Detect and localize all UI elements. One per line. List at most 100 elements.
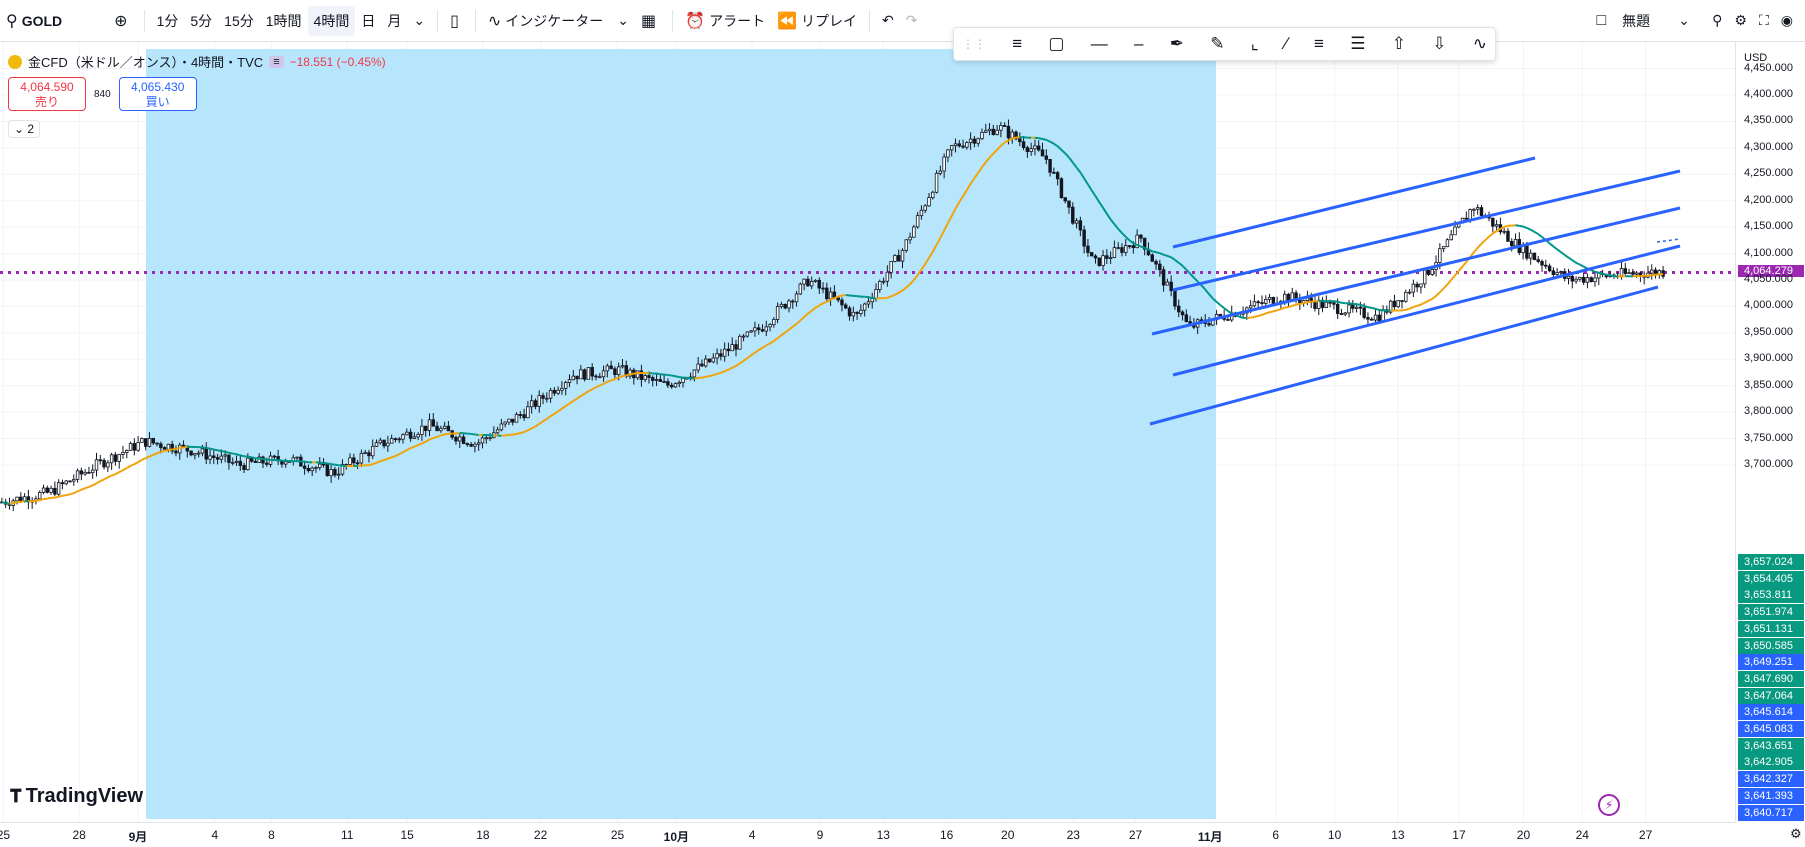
interval-5m[interactable]: 5分 [190,12,213,29]
moving-average-segment [928,251,934,259]
moving-average-segment [580,392,586,397]
ray-tool-icon[interactable]: — [1090,34,1108,53]
axis-settings-gear-icon[interactable]: ⚙ [1790,826,1802,841]
moving-average-segment [12,500,18,505]
currency-selector[interactable]: USD [1744,52,1768,64]
candle-body [745,331,750,337]
moving-average-segment [1189,272,1195,279]
candle-body [1366,317,1370,320]
series-price-label: 3,642.905 [1738,754,1804,771]
moving-average-segment [523,429,529,433]
horizontal-lines-tool-icon[interactable]: ≡ [1012,34,1023,53]
candle-body [193,453,197,456]
settings-button[interactable]: ⚙ [1728,6,1753,36]
brush-tool-icon[interactable]: ✒ [1169,34,1184,53]
moving-average-segment [1011,136,1017,140]
price-axis[interactable]: USD 4,450.000 4,400.000 4,350.000 4,300.000… [1735,42,1805,822]
lightning-icon[interactable]: ⚡ [1598,794,1620,816]
time-tick-label: 25 [610,828,625,842]
interval-4h[interactable]: 4時間 [307,5,356,36]
candle-body [677,382,681,385]
candle-body [503,421,507,425]
arrow-up-tool-icon[interactable]: ⇧ [1391,34,1406,53]
candle-body [1491,217,1495,227]
indicators-button[interactable]: ∿ インジケーター ⌄ [482,6,635,36]
indicator-collapse-button[interactable]: ⌄ 2 [8,120,41,138]
candle-body [333,469,337,476]
moving-average-segment [622,374,627,378]
symbol-search[interactable]: ⚲ GOLD [0,6,68,36]
symbol-title[interactable]: 金CFD（米ドル／オンス）・4時間・TVC [28,55,264,70]
candle-body [1506,230,1510,242]
alert-button[interactable]: ⏰ アラート [679,6,771,36]
search-icon: ⚲ [6,12,18,30]
compare-button[interactable]: ⊕ [108,6,137,36]
interval-1h[interactable]: 1時間 [265,12,302,29]
moving-average-segment [837,294,843,298]
interval-1m[interactable]: 1分 [156,12,179,29]
price-chart[interactable] [0,42,1735,822]
moving-average-segment [1446,279,1452,286]
moving-average-segment [387,456,392,460]
moving-average-segment [58,494,63,498]
rectangle-tool-icon[interactable]: ▢ [1048,34,1065,53]
moving-average-segment [1208,293,1214,300]
moving-average-segment [1140,245,1146,249]
parallel-channel-tool-icon[interactable]: ≡ [1314,34,1324,53]
interval-day[interactable]: 日 [361,12,376,29]
moving-average-segment [1469,251,1475,258]
candle-body [140,438,144,443]
chart-pane[interactable] [0,42,1735,822]
buy-button[interactable]: 4,065.430 買い [118,77,197,111]
layouts-button[interactable]: ▦ [635,6,666,36]
moving-average-segment [1442,283,1449,290]
interval-month[interactable]: 月 [387,12,402,29]
moving-average-segment [372,461,377,466]
candle-body [170,443,174,452]
time-tick-label: 17 [1452,828,1466,842]
undo-button[interactable]: ↶ [876,6,900,36]
candle-body [1634,272,1639,275]
path-tool-icon[interactable]: ∿ [1472,34,1487,53]
candle-body [1585,277,1590,283]
candle-body [817,279,821,289]
pen-tool-icon[interactable]: ✎ [1210,34,1225,53]
candle-body [1089,252,1094,257]
fullscreen-button[interactable]: ⛶ [1753,6,1775,36]
candle-body [1317,299,1321,309]
candle-body [1449,234,1453,241]
moving-average-segment [606,379,612,383]
candle-body [1430,268,1435,275]
replay-button[interactable]: ⏪ リプレイ [771,6,863,36]
drag-handle-icon[interactable]: ⋮⋮ [962,37,986,51]
horizontal-line-tool-icon[interactable]: – [1133,34,1144,53]
interval-dropdown[interactable]: ⌄ [407,6,431,36]
arrow-down-tool-icon[interactable]: ⇩ [1432,34,1447,53]
snapshot-button[interactable]: ◉ [1775,6,1799,36]
chart-type-button[interactable]: ▯ [444,6,469,36]
moving-average-segment [905,283,911,289]
redo-button[interactable]: ↷ [900,6,924,36]
candle-body [136,442,140,451]
layout-toggle[interactable]: □ [1590,6,1616,36]
price-tick-label: 4,300.000 [1744,140,1793,153]
sell-price: 4,064.590 [20,80,74,94]
text-cursor-tool-icon[interactable]: ⌞ [1250,34,1259,53]
candle-body [1010,131,1014,139]
interval-15m[interactable]: 15分 [224,12,254,29]
moving-average-segment [43,497,48,501]
time-axis[interactable]: 25 28 9月 4 8 11 15 18 22 25 10月 4 9 13 16 20 23 27 11月 6 10 1… [0,822,1735,847]
candle-body [609,365,613,370]
moving-average-segment [1579,263,1585,268]
market-status-icon[interactable]: ≡ [269,55,284,68]
trend-line-tool-icon[interactable]: ∕ [1284,34,1288,53]
moving-average-segment [996,145,1002,151]
candle-body [212,455,216,458]
layout-name-button[interactable]: 無題 ⌄ [1616,6,1706,36]
sell-button[interactable]: 4,064.590 売り [8,77,86,111]
quick-search-button[interactable]: ⚲ [1706,6,1728,36]
regression-tool-icon[interactable]: ☰ [1350,34,1366,53]
price-tick-label: 3,700.000 [1744,458,1793,470]
candle-body [420,425,424,435]
moving-average-segment [228,451,233,455]
